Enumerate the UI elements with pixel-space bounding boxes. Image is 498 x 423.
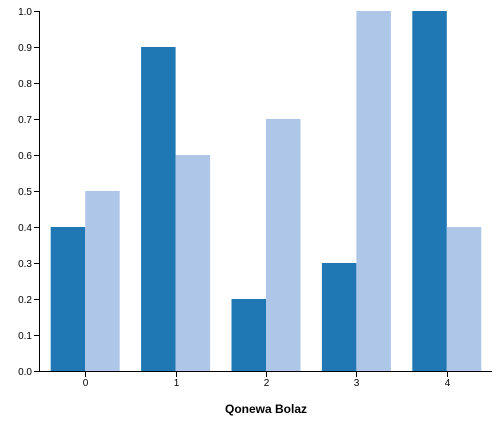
bar-series-1-cat-2 bbox=[266, 119, 301, 371]
bar-series-0-cat-1 bbox=[141, 47, 176, 371]
bar-series-1-cat-4 bbox=[446, 227, 482, 371]
y-tick-label: 0.7 bbox=[18, 115, 32, 126]
bar-series-0-cat-3 bbox=[321, 263, 357, 371]
bar-series-1-cat-0 bbox=[85, 191, 120, 371]
x-axis-title: Qonewa Bolaz bbox=[225, 402, 307, 416]
y-tick-label: 0.0 bbox=[18, 367, 32, 378]
x-tick-label: 0 bbox=[83, 378, 89, 389]
y-tick-label: 0.5 bbox=[18, 187, 32, 198]
x-tick-label: 3 bbox=[354, 378, 360, 389]
y-tick-label: 0.2 bbox=[18, 295, 32, 306]
bar-series-0-cat-4 bbox=[412, 11, 447, 371]
x-ticks: 0 1 2 3 4 bbox=[83, 371, 451, 389]
y-tick-label: 0.3 bbox=[18, 259, 32, 270]
y-tick-label: 0.4 bbox=[18, 223, 32, 234]
x-tick-label: 2 bbox=[264, 378, 270, 389]
y-tick-label: 0.6 bbox=[18, 151, 32, 162]
x-tick-label: 1 bbox=[174, 378, 180, 389]
bar-series-1-cat-1 bbox=[175, 155, 211, 371]
y-tick-label: 0.9 bbox=[18, 43, 32, 54]
y-tick-label: 1.0 bbox=[18, 7, 32, 18]
bar-series-0-cat-2 bbox=[231, 299, 266, 371]
bar-series-0-cat-0 bbox=[50, 227, 86, 371]
y-ticks: 0.0 0.1 0.2 0.3 0.4 0.5 0.6 0.7 0.8 0.9 1.0 bbox=[18, 7, 40, 378]
bar-series-1-cat-3 bbox=[356, 11, 391, 371]
y-tick-label: 0.1 bbox=[18, 331, 32, 342]
x-tick-label: 4 bbox=[445, 378, 451, 389]
bars-layer bbox=[50, 11, 482, 371]
y-tick-label: 0.8 bbox=[18, 79, 32, 90]
